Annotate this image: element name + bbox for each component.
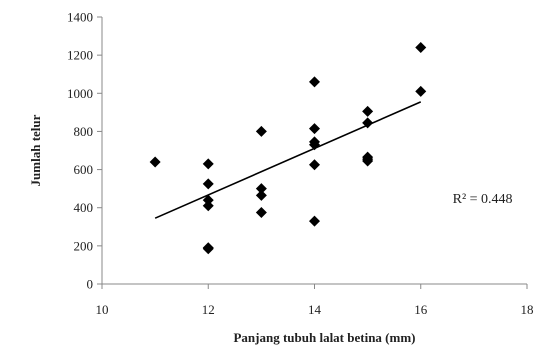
trendline xyxy=(154,101,422,219)
x-tick-labels: 10 12 14 16 18 xyxy=(96,302,534,317)
x-tick-label: 12 xyxy=(202,302,215,317)
y-tick-label: 0 xyxy=(87,277,94,292)
y-tick-labels: 0 200 400 600 800 1000 1200 1400 xyxy=(67,10,93,292)
data-point xyxy=(309,76,320,88)
data-point xyxy=(149,156,161,168)
x-tick-label: 10 xyxy=(96,302,109,317)
data-point xyxy=(255,206,267,218)
y-tick-label: 400 xyxy=(74,200,94,215)
y-tick-label: 1200 xyxy=(67,48,93,63)
y-axis-label: Jumlah telur xyxy=(28,114,43,186)
x-tick-label: 18 xyxy=(521,302,534,317)
y-tick-label: 200 xyxy=(74,238,94,253)
r-squared-annotation: R² = 0.448 xyxy=(453,192,513,207)
axes xyxy=(97,16,528,289)
data-point xyxy=(255,189,267,201)
data-point xyxy=(255,125,267,137)
data-point xyxy=(202,243,214,255)
data-point xyxy=(202,158,214,170)
data-point xyxy=(415,42,427,54)
y-tick-label: 800 xyxy=(74,124,94,139)
data-point xyxy=(415,85,427,97)
data-point xyxy=(309,215,320,227)
x-tick-label: 14 xyxy=(308,302,322,317)
data-point xyxy=(362,105,374,117)
y-tick-label: 600 xyxy=(74,162,94,177)
data-point xyxy=(202,194,214,206)
data-point xyxy=(309,123,320,135)
data-point xyxy=(309,159,320,171)
x-axis-label: Panjang tubuh lalat betina (mm) xyxy=(233,330,415,345)
data-point xyxy=(202,200,214,212)
data-point xyxy=(362,117,374,129)
y-tick-label: 1400 xyxy=(67,10,93,25)
data-point xyxy=(309,139,320,151)
data-point xyxy=(255,183,267,195)
x-tick-label: 16 xyxy=(414,302,428,317)
data-points xyxy=(149,42,427,255)
data-point xyxy=(362,155,374,167)
data-point xyxy=(202,178,214,190)
y-tick-label: 1000 xyxy=(67,86,93,101)
